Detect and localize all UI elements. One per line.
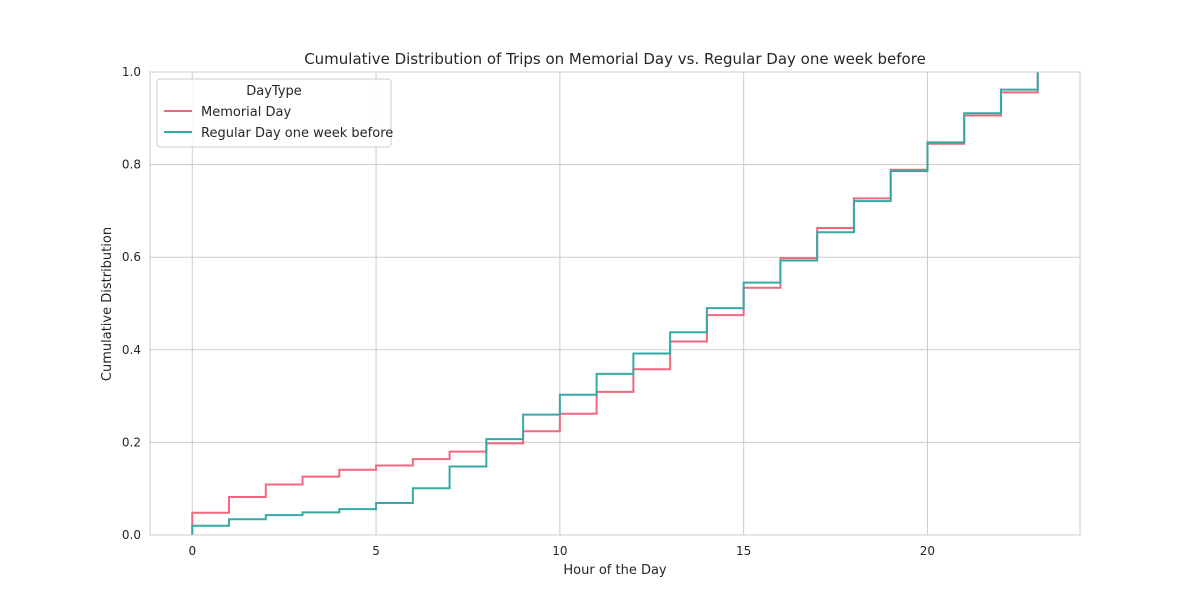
- series-lines: [191, 72, 1039, 535]
- chart-title: Cumulative Distribution of Trips on Memo…: [304, 50, 926, 68]
- y-tick-label: 0.0: [122, 528, 141, 542]
- y-tick-label: 0.4: [122, 343, 141, 357]
- y-axis-label: Cumulative Distribution: [100, 227, 115, 381]
- x-tick-label: 20: [920, 544, 935, 558]
- tick-labels: 0 5 10 15 20 0.0 0.2 0.4 0.6 0.8 1.0: [122, 65, 935, 558]
- plot-background: [150, 72, 1080, 535]
- y-tick-label: 0.2: [122, 435, 141, 449]
- legend-label-memorial-day: Memorial Day: [201, 105, 291, 120]
- legend: DayType Memorial Day Regular Day one wee…: [156, 78, 393, 148]
- x-tick-label: 0: [188, 544, 196, 558]
- y-tick-label: 0.8: [122, 158, 141, 172]
- series-line-memorial-day: [191, 72, 1039, 535]
- x-tick-label: 10: [552, 544, 567, 558]
- y-tick-label: 1.0: [122, 65, 141, 79]
- x-axis-label: Hour of the Day: [563, 563, 667, 578]
- x-tick-label: 15: [736, 544, 751, 558]
- plot-frame: [149, 71, 1081, 536]
- legend-title: DayType: [246, 84, 302, 99]
- legend-label-regular-day: Regular Day one week before: [201, 126, 393, 141]
- x-tick-label: 5: [372, 544, 380, 558]
- y-tick-label: 0.6: [122, 250, 141, 264]
- legend-frame: [156, 78, 392, 148]
- series-line-regular-day-one-week-before: [191, 72, 1039, 535]
